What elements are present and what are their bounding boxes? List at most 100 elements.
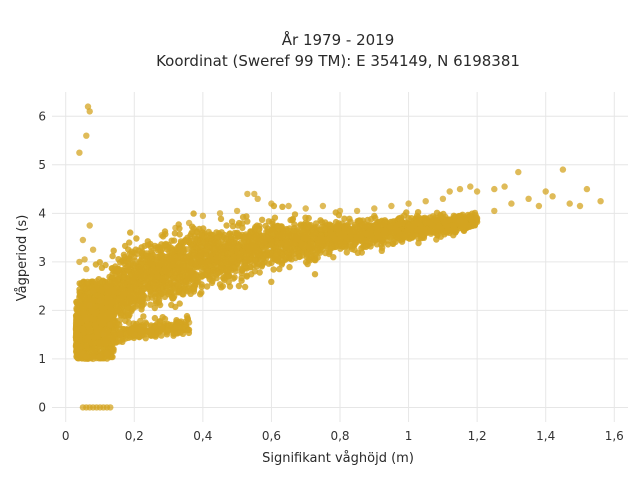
data-point <box>218 263 226 271</box>
data-point <box>463 224 470 232</box>
data-point <box>416 216 424 223</box>
data-point <box>233 207 241 215</box>
data-point <box>166 255 173 262</box>
data-point <box>368 215 375 223</box>
data-point <box>89 287 97 295</box>
chart-title-line1: År 1979 - 2019 <box>282 30 395 49</box>
data-point <box>491 185 498 193</box>
data-point <box>153 299 160 307</box>
data-point <box>422 198 429 205</box>
data-point <box>182 278 190 286</box>
data-point <box>311 256 318 264</box>
data-point <box>343 249 350 256</box>
data-point <box>549 193 556 200</box>
data-point <box>238 269 245 277</box>
data-point <box>230 239 237 246</box>
data-point <box>151 304 158 312</box>
data-point <box>124 304 131 311</box>
data-point <box>302 205 309 212</box>
data-point <box>133 235 140 242</box>
data-point <box>138 266 145 273</box>
data-point <box>100 331 107 338</box>
data-point <box>144 241 152 249</box>
data-point <box>166 270 173 277</box>
data-point <box>356 217 363 224</box>
data-point <box>114 276 121 283</box>
data-point <box>364 237 371 244</box>
data-point <box>363 230 370 238</box>
data-point <box>118 295 125 303</box>
data-point <box>140 313 147 320</box>
data-point <box>268 278 275 285</box>
data-point <box>96 259 104 266</box>
data-point <box>274 222 281 229</box>
data-point <box>191 249 198 257</box>
data-point <box>289 244 296 251</box>
data-point <box>103 355 111 362</box>
data-point <box>234 244 242 251</box>
data-point <box>128 272 136 279</box>
data-point <box>258 240 265 248</box>
data-point <box>302 259 310 266</box>
data-point <box>243 244 250 251</box>
x-axis-ticks: 0 0,2 0,4 0,6 0,8 1 1,2 1,4 1,6 <box>62 429 624 443</box>
data-point <box>473 188 481 195</box>
data-point <box>78 279 86 287</box>
data-point <box>103 282 111 290</box>
data-point <box>92 324 100 331</box>
data-point <box>291 224 298 232</box>
data-point <box>173 317 180 324</box>
data-point <box>94 292 102 299</box>
data-point <box>171 278 178 285</box>
data-point <box>244 218 251 225</box>
data-point <box>158 232 165 239</box>
data-point <box>335 223 342 231</box>
data-point <box>566 200 573 207</box>
data-point <box>461 218 469 226</box>
data-point <box>174 282 182 289</box>
data-point <box>252 257 259 264</box>
data-point <box>370 236 378 243</box>
data-point <box>322 226 329 233</box>
data-point <box>285 254 293 261</box>
data-point <box>89 246 97 253</box>
data-point <box>186 262 193 270</box>
data-point <box>89 307 96 314</box>
data-point <box>213 268 221 276</box>
data-point <box>185 319 193 326</box>
data-point <box>125 246 132 253</box>
data-point <box>403 209 410 216</box>
data-point <box>303 254 311 261</box>
data-point <box>224 250 231 257</box>
data-point <box>358 235 366 243</box>
data-point <box>327 222 334 229</box>
data-point <box>93 278 100 285</box>
data-point <box>425 219 432 226</box>
data-point <box>216 210 224 217</box>
data-point <box>446 188 453 195</box>
data-point <box>169 261 176 269</box>
data-point <box>559 166 567 173</box>
data-point <box>177 329 184 336</box>
data-point <box>104 309 112 317</box>
data-point <box>125 319 133 326</box>
x-tick-label: 0,8 <box>330 429 349 443</box>
data-point <box>86 108 93 115</box>
data-point <box>103 316 111 323</box>
data-point <box>99 309 107 316</box>
data-point <box>284 241 291 248</box>
data-point <box>78 319 85 326</box>
data-point <box>154 247 161 254</box>
data-point <box>341 215 348 222</box>
data-point <box>83 265 90 273</box>
data-point <box>228 256 235 263</box>
data-point <box>83 132 90 139</box>
data-point <box>121 253 128 261</box>
data-point <box>583 185 591 193</box>
x-tick-label: 0,4 <box>193 429 212 443</box>
data-point <box>409 233 417 240</box>
y-axis-title: Vågperiod (s) <box>15 215 30 302</box>
data-point <box>387 224 395 231</box>
data-point <box>576 202 584 210</box>
data-point <box>427 230 435 237</box>
